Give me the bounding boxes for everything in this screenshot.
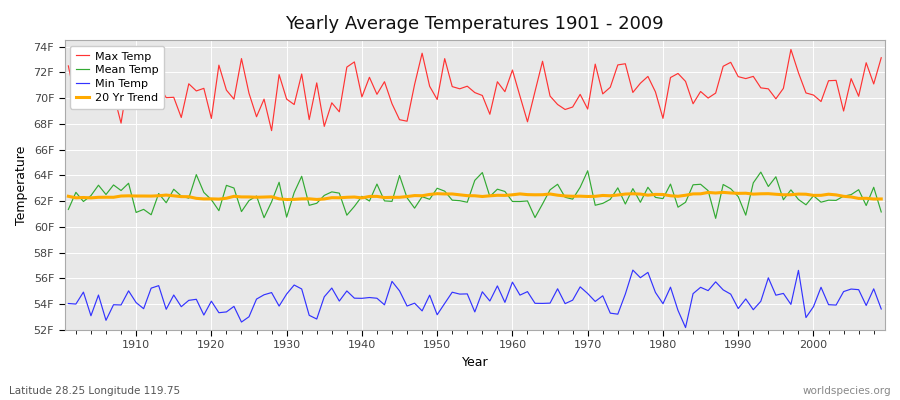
- Max Temp: [63, 64, 74, 68]
- Mean Temp: [63, 207, 74, 212]
- 20 Yr Trend: [876, 196, 886, 201]
- Mean Temp: [123, 181, 134, 186]
- Text: worldspecies.org: worldspecies.org: [803, 386, 891, 396]
- Line: Min Temp: Min Temp: [68, 270, 881, 328]
- Min Temp: [63, 301, 74, 306]
- Min Temp: [123, 288, 134, 293]
- Max Temp: [786, 47, 796, 52]
- Min Temp: [598, 293, 608, 298]
- Min Temp: [500, 300, 510, 305]
- Min Temp: [627, 268, 638, 272]
- Mean Temp: [334, 191, 345, 196]
- Max Temp: [876, 55, 886, 60]
- Text: Latitude 28.25 Longitude 119.75: Latitude 28.25 Longitude 119.75: [9, 386, 180, 396]
- Mean Temp: [605, 197, 616, 202]
- 20 Yr Trend: [718, 190, 729, 195]
- Line: Max Temp: Max Temp: [68, 50, 881, 131]
- Max Temp: [296, 72, 307, 76]
- 20 Yr Trend: [605, 193, 616, 198]
- X-axis label: Year: Year: [462, 356, 488, 369]
- Legend: Max Temp, Mean Temp, Min Temp, 20 Yr Trend: Max Temp, Mean Temp, Min Temp, 20 Yr Tre…: [70, 46, 164, 108]
- 20 Yr Trend: [63, 194, 74, 199]
- Mean Temp: [876, 210, 886, 214]
- Min Temp: [507, 280, 517, 284]
- Max Temp: [123, 74, 134, 79]
- Min Temp: [680, 325, 691, 330]
- Min Temp: [334, 299, 345, 304]
- Mean Temp: [500, 189, 510, 194]
- 20 Yr Trend: [507, 192, 517, 197]
- Mean Temp: [507, 199, 517, 204]
- Mean Temp: [710, 216, 721, 221]
- Line: 20 Yr Trend: 20 Yr Trend: [68, 192, 881, 200]
- Line: Mean Temp: Mean Temp: [68, 171, 881, 218]
- Max Temp: [515, 94, 526, 98]
- 20 Yr Trend: [341, 195, 352, 200]
- 20 Yr Trend: [296, 196, 307, 201]
- Mean Temp: [289, 190, 300, 195]
- Title: Yearly Average Temperatures 1901 - 2009: Yearly Average Temperatures 1901 - 2009: [285, 15, 664, 33]
- 20 Yr Trend: [281, 197, 292, 202]
- Min Temp: [876, 306, 886, 311]
- 20 Yr Trend: [123, 194, 134, 198]
- 20 Yr Trend: [515, 192, 526, 196]
- Max Temp: [507, 68, 517, 72]
- Max Temp: [341, 65, 352, 70]
- Max Temp: [605, 85, 616, 90]
- Mean Temp: [582, 168, 593, 173]
- Y-axis label: Temperature: Temperature: [15, 145, 28, 225]
- Max Temp: [266, 128, 277, 133]
- Min Temp: [289, 283, 300, 288]
